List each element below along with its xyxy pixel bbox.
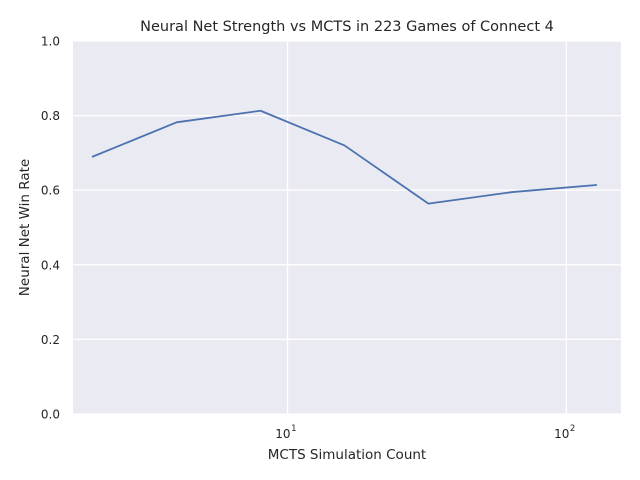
x-axis-label: MCTS Simulation Count	[268, 447, 426, 463]
y-tick-labels: 0.0 0.2 0.4 0.6 0.8 1.0	[41, 35, 60, 422]
y-tick-label: 0.0	[41, 408, 60, 422]
x-gridlines	[286, 41, 568, 414]
y-axis-label: Neural Net Win Rate	[17, 159, 33, 296]
x-tick-label: 10 1	[275, 424, 296, 441]
y-tick-label: 0.6	[41, 184, 60, 198]
plot-area	[73, 41, 621, 414]
x-tick-labels: 10 1 10 2	[275, 424, 575, 441]
y-tick-label: 1.0	[41, 35, 60, 49]
x-tick-exponent: 1	[291, 424, 296, 434]
x-tick-base: 10	[554, 427, 569, 441]
x-tick-label: 10 2	[554, 424, 575, 441]
y-tick-label: 0.4	[41, 258, 60, 272]
y-gridlines	[73, 40, 621, 415]
x-tick-exponent: 2	[570, 424, 575, 434]
series-line	[91, 109, 598, 205]
x-tick-base: 10	[275, 427, 290, 441]
y-tick-label: 0.8	[41, 109, 60, 123]
chart-title: Neural Net Strength vs MCTS in 223 Games…	[140, 19, 554, 35]
y-tick-label: 0.2	[41, 333, 60, 347]
